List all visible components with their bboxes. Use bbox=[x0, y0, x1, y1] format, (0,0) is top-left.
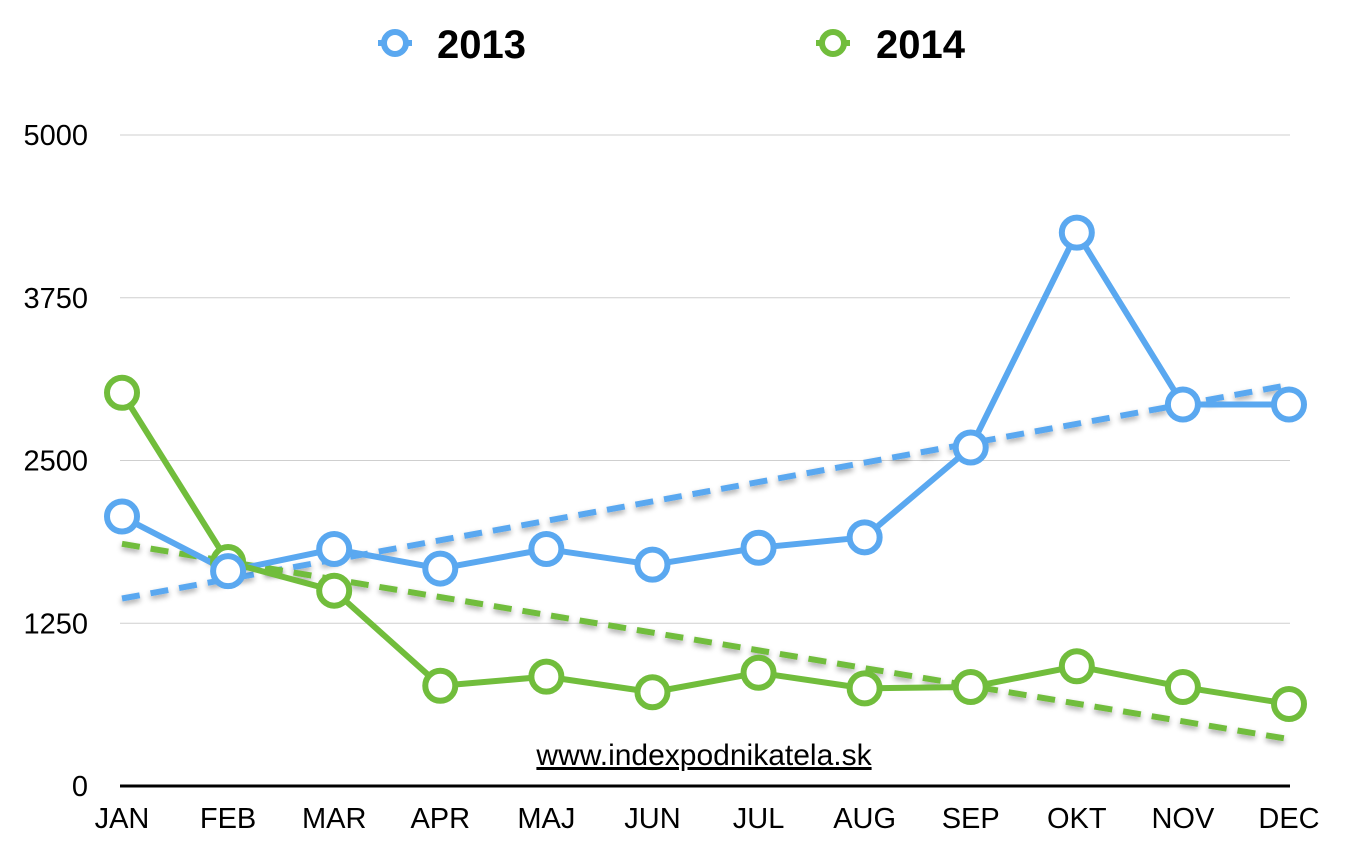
data-point-2013-apr bbox=[422, 550, 459, 587]
legend-label-2014: 2014 bbox=[876, 23, 966, 67]
series-lines bbox=[119, 229, 1292, 707]
series-line-2013 bbox=[119, 229, 1292, 575]
data-point-2014-apr bbox=[422, 667, 459, 704]
data-point-2013-mar bbox=[316, 531, 353, 568]
data-point-2014-maj bbox=[528, 658, 565, 695]
series-line-2014 bbox=[119, 389, 1292, 707]
y-tick-label: 2500 bbox=[23, 446, 88, 478]
y-axis-labels: 0 1250 2500 3750 5000 bbox=[23, 120, 88, 803]
trendline-2013 bbox=[121, 382, 1290, 602]
data-point-2014-jun bbox=[634, 674, 671, 711]
legend-label-2013: 2013 bbox=[437, 23, 526, 67]
gridlines bbox=[120, 134, 1290, 624]
data-point-2013-okt bbox=[1058, 214, 1095, 251]
x-tick-label: MAJ bbox=[517, 803, 575, 835]
legend: 2013 2014 bbox=[378, 23, 966, 67]
x-tick-label: MAR bbox=[302, 803, 366, 835]
data-point-2014-okt bbox=[1058, 648, 1095, 685]
x-tick-label: JUN bbox=[624, 803, 680, 835]
legend-item-2014: 2014 bbox=[816, 23, 966, 67]
y-tick-label: 1250 bbox=[23, 608, 88, 640]
data-point-2013-sep bbox=[952, 429, 989, 466]
data-point-2014-jan bbox=[104, 374, 140, 411]
x-axis-labels: JAN FEB MAR APR MAJ JUN JUL AUG SEP OKT NOV DEC bbox=[95, 803, 1320, 835]
x-tick-label: SEP bbox=[942, 803, 1000, 835]
data-point-2013-jun bbox=[634, 546, 671, 583]
x-tick-label: JUL bbox=[733, 803, 785, 835]
legend-item-2013: 2013 bbox=[378, 23, 526, 67]
data-point-2014-dec bbox=[1271, 685, 1307, 722]
watermark-url: www.indexpodnikatela.sk bbox=[535, 739, 872, 772]
data-point-2014-jul bbox=[740, 654, 777, 691]
data-point-2014-aug bbox=[846, 670, 883, 707]
data-point-2014-nov bbox=[1164, 669, 1201, 706]
data-point-2014-sep bbox=[952, 669, 989, 706]
legend-swatch-2013-marker bbox=[381, 29, 409, 57]
y-tick-label: 5000 bbox=[23, 120, 88, 152]
data-point-2013-maj bbox=[528, 531, 565, 568]
trendlines bbox=[121, 382, 1290, 743]
data-point-2014-mar bbox=[316, 572, 353, 609]
x-tick-label: APR bbox=[410, 803, 470, 835]
y-tick-label: 0 bbox=[72, 771, 88, 803]
data-point-2013-jan bbox=[104, 498, 140, 535]
legend-swatch-2014-marker bbox=[819, 29, 847, 57]
x-tick-label: JAN bbox=[95, 803, 150, 835]
data-point-2013-jul bbox=[740, 529, 777, 566]
series-markers bbox=[104, 214, 1307, 722]
x-tick-label: NOV bbox=[1151, 803, 1215, 835]
y-tick-label: 3750 bbox=[23, 283, 88, 315]
x-tick-label: FEB bbox=[200, 803, 256, 835]
x-tick-label: DEC bbox=[1258, 803, 1319, 835]
data-point-2013-feb bbox=[210, 553, 247, 590]
x-tick-label: AUG bbox=[833, 803, 896, 835]
data-point-2013-dec bbox=[1271, 386, 1307, 423]
trendline-2014 bbox=[121, 540, 1290, 743]
x-tick-label: OKT bbox=[1047, 803, 1107, 835]
data-point-2013-nov bbox=[1164, 386, 1201, 423]
data-point-2013-aug bbox=[846, 519, 883, 556]
